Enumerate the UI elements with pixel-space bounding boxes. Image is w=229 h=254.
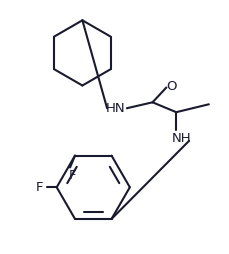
Text: F: F xyxy=(68,169,75,182)
Text: NH: NH xyxy=(171,132,190,145)
Text: F: F xyxy=(36,181,44,194)
Text: HN: HN xyxy=(106,102,125,115)
Text: O: O xyxy=(165,80,176,93)
